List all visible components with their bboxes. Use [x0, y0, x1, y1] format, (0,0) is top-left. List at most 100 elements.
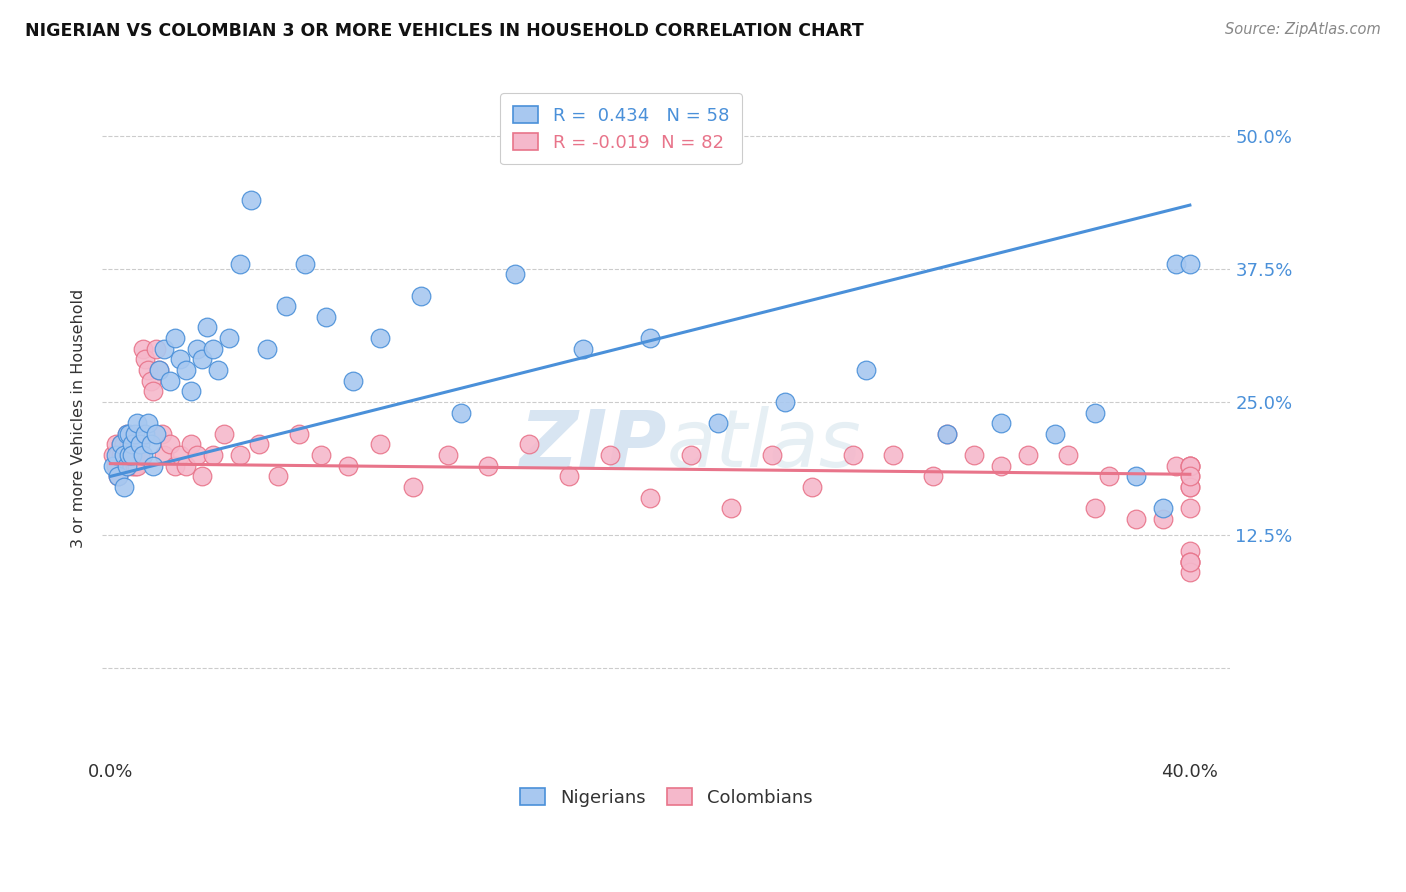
Y-axis label: 3 or more Vehicles in Household: 3 or more Vehicles in Household — [72, 288, 86, 548]
Point — [134, 426, 156, 441]
Point — [186, 448, 208, 462]
Point — [517, 437, 540, 451]
Point — [112, 448, 135, 462]
Point — [1043, 426, 1066, 441]
Point — [153, 448, 176, 462]
Point — [118, 448, 141, 462]
Point — [1178, 458, 1201, 473]
Point — [247, 437, 270, 451]
Point — [186, 342, 208, 356]
Point — [1152, 501, 1174, 516]
Point — [1178, 257, 1201, 271]
Point — [136, 416, 159, 430]
Point — [218, 331, 240, 345]
Point — [1178, 480, 1201, 494]
Point — [1178, 565, 1201, 579]
Point — [201, 448, 224, 462]
Point — [201, 342, 224, 356]
Point — [436, 448, 458, 462]
Point — [1178, 469, 1201, 483]
Point — [145, 426, 167, 441]
Point — [124, 448, 146, 462]
Point — [118, 426, 141, 441]
Point — [638, 491, 661, 505]
Point — [121, 458, 143, 473]
Point — [936, 426, 959, 441]
Point — [571, 342, 593, 356]
Point — [191, 352, 214, 367]
Point — [115, 458, 138, 473]
Point — [1017, 448, 1039, 462]
Text: Source: ZipAtlas.com: Source: ZipAtlas.com — [1225, 22, 1381, 37]
Point — [1178, 555, 1201, 569]
Point — [174, 363, 197, 377]
Point — [761, 448, 783, 462]
Point — [129, 448, 152, 462]
Point — [1166, 257, 1188, 271]
Point — [315, 310, 337, 324]
Point — [239, 193, 262, 207]
Point — [409, 288, 432, 302]
Point — [1084, 406, 1107, 420]
Point — [294, 257, 316, 271]
Point — [134, 352, 156, 367]
Point — [1178, 555, 1201, 569]
Point — [1152, 512, 1174, 526]
Point — [336, 458, 359, 473]
Legend: Nigerians, Colombians: Nigerians, Colombians — [513, 780, 820, 814]
Point — [159, 374, 181, 388]
Point — [1098, 469, 1121, 483]
Point — [101, 448, 124, 462]
Point — [990, 416, 1012, 430]
Point — [115, 458, 138, 473]
Point — [256, 342, 278, 356]
Point — [121, 437, 143, 451]
Point — [107, 448, 129, 462]
Point — [922, 469, 945, 483]
Point — [191, 469, 214, 483]
Point — [112, 448, 135, 462]
Point — [139, 437, 162, 451]
Point — [229, 448, 252, 462]
Point — [1125, 469, 1147, 483]
Point — [197, 320, 219, 334]
Point — [1178, 458, 1201, 473]
Point — [1178, 555, 1201, 569]
Point — [1166, 458, 1188, 473]
Point — [773, 395, 796, 409]
Point — [679, 448, 702, 462]
Point — [401, 480, 423, 494]
Point — [139, 374, 162, 388]
Point — [1178, 544, 1201, 558]
Point — [101, 458, 124, 473]
Point — [136, 363, 159, 377]
Point — [990, 458, 1012, 473]
Point — [118, 437, 141, 451]
Point — [112, 437, 135, 451]
Point — [1178, 480, 1201, 494]
Point — [229, 257, 252, 271]
Point — [110, 437, 132, 451]
Point — [558, 469, 581, 483]
Point — [131, 448, 153, 462]
Point — [207, 363, 229, 377]
Point — [1178, 458, 1201, 473]
Point — [124, 426, 146, 441]
Point — [309, 448, 332, 462]
Point — [150, 426, 173, 441]
Point — [165, 331, 187, 345]
Text: NIGERIAN VS COLOMBIAN 3 OR MORE VEHICLES IN HOUSEHOLD CORRELATION CHART: NIGERIAN VS COLOMBIAN 3 OR MORE VEHICLES… — [25, 22, 865, 40]
Point — [342, 374, 364, 388]
Text: ZIP: ZIP — [519, 406, 666, 484]
Point — [174, 458, 197, 473]
Point — [107, 469, 129, 483]
Point — [963, 448, 986, 462]
Point — [801, 480, 824, 494]
Point — [127, 458, 149, 473]
Point — [153, 342, 176, 356]
Point — [720, 501, 742, 516]
Point — [127, 416, 149, 430]
Point — [115, 426, 138, 441]
Point — [104, 448, 127, 462]
Point — [841, 448, 863, 462]
